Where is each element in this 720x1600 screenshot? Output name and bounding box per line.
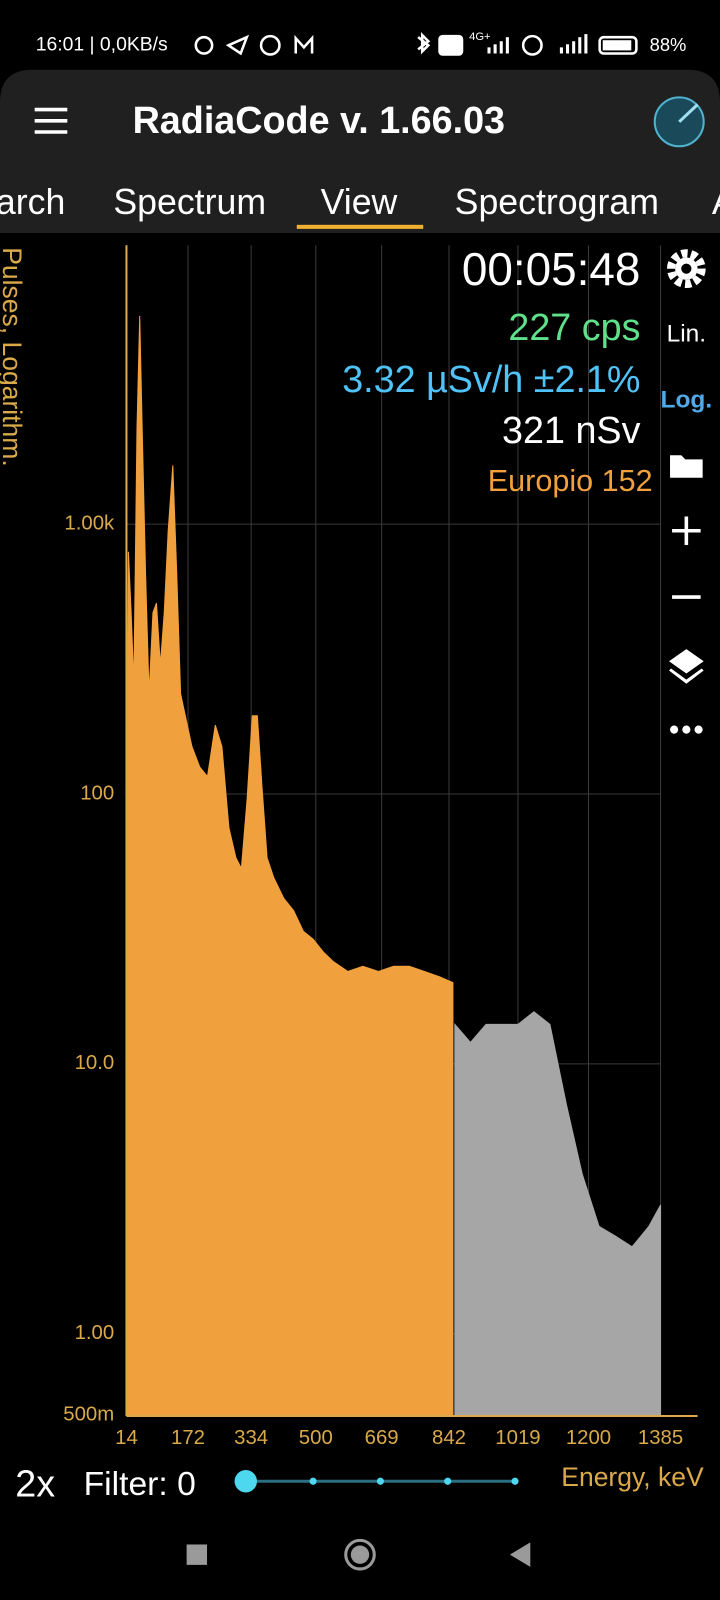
x-tick-label: 842 (432, 1427, 466, 1449)
x-tick-label: 172 (171, 1427, 205, 1449)
nav-home[interactable] (344, 1538, 376, 1571)
x-tick-label: 334 (234, 1427, 268, 1449)
spectrum-area (454, 1011, 662, 1416)
x-axis-title: Energy, keV (561, 1462, 704, 1492)
spectrum-plot: 500m 1.00 10.0 100 1.00k 14 172 334 500 669 842 101… (0, 245, 698, 1449)
count-rate: 227 cps (508, 306, 640, 348)
tab-active[interactable]: View (321, 182, 398, 222)
app-bar (0, 69, 720, 233)
x-tick-label: 669 (365, 1427, 399, 1449)
zoom-level[interactable]: 2x (15, 1462, 55, 1504)
layers-button[interactable] (669, 649, 704, 684)
x-tick-label: 1200 (566, 1427, 611, 1449)
more-button[interactable] (670, 725, 703, 734)
y-tick-label: 1.00 (75, 1322, 115, 1344)
linear-button[interactable]: Lin. (667, 320, 706, 347)
zoom-in-button[interactable] (672, 516, 701, 546)
menu-button[interactable] (34, 107, 68, 134)
app-title: RadiaCode v. 1.66.03 (133, 99, 505, 141)
status-icons (194, 32, 638, 56)
tab[interactable]: A (712, 182, 720, 222)
x-tick-label: 500 (299, 1427, 333, 1449)
y-tick-label: 10.0 (75, 1052, 115, 1074)
network-type: 4G+ (469, 31, 490, 43)
tab[interactable]: arch (0, 182, 65, 222)
dose-rate: 3.32 µSv/h ±2.1% (342, 358, 640, 400)
y-axis-title: Pulses, Logarithm. (0, 247, 27, 466)
status-time: 16:01 | 0,0KB/s (36, 33, 168, 55)
y-tick-label: 1.00k (64, 512, 115, 534)
x-tick-label: 1019 (495, 1427, 540, 1449)
spectrum-area (125, 316, 454, 1416)
y-tick-label: 100 (80, 782, 114, 804)
signal-bars (487, 34, 588, 54)
source-name: Europio 152 (488, 464, 653, 498)
y-tick-label: 500m (63, 1403, 114, 1425)
dose: 321 nSv (502, 409, 641, 451)
x-tick-label: 14 (115, 1427, 138, 1449)
x-tick-label: 1385 (638, 1427, 683, 1449)
tab-indicator (296, 224, 424, 229)
settings-button[interactable] (666, 249, 706, 289)
elapsed-time: 00:05:48 (462, 243, 641, 295)
battery-level: 88% (650, 34, 687, 55)
filter-slider[interactable] (234, 1470, 519, 1493)
log-button[interactable]: Log. (661, 387, 713, 414)
tab[interactable]: Spectrogram (455, 182, 659, 222)
filter-label: Filter: 0 (84, 1466, 196, 1503)
tab[interactable]: Spectrum (113, 182, 266, 222)
device-indicator[interactable] (653, 96, 705, 148)
nav-back[interactable] (509, 1542, 531, 1567)
nav-recents[interactable] (186, 1544, 208, 1565)
open-button[interactable] (670, 455, 703, 478)
